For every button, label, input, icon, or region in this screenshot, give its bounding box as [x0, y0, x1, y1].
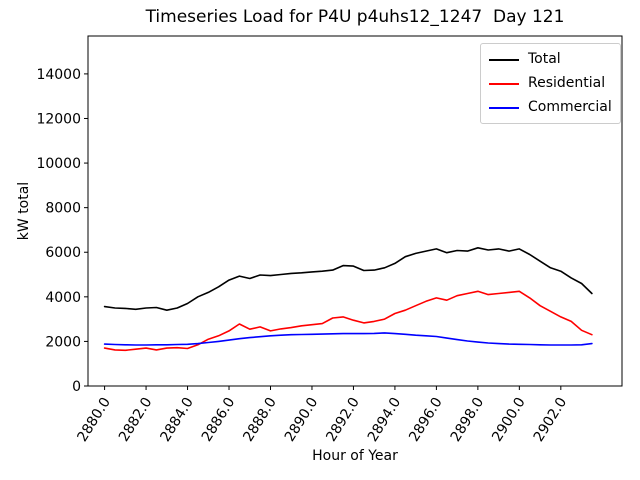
y-tick-label: 10000 [36, 156, 81, 172]
legend: Total Residential Commercial [480, 43, 621, 124]
legend-item-commercial: Commercial [489, 97, 612, 118]
legend-item-residential: Residential [489, 73, 612, 94]
y-tick-label: 12000 [36, 111, 81, 127]
x-axis-label: Hour of Year [312, 448, 398, 464]
x-tick-label: 2896.0 [406, 395, 446, 445]
x-tick-label: 2892.0 [323, 395, 363, 445]
x-tick-label: 2882.0 [116, 395, 156, 445]
x-tick-label: 2888.0 [240, 395, 280, 445]
series-line-residential [103, 290, 593, 352]
y-tick-label: 2000 [45, 334, 81, 350]
legend-item-total: Total [489, 49, 612, 70]
y-tick-label: 0 [72, 379, 81, 395]
x-tick-label: 2898.0 [448, 395, 488, 445]
legend-label-residential: Residential [528, 75, 606, 91]
legend-label-commercial: Commercial [528, 99, 612, 115]
y-tick-label: 4000 [45, 290, 81, 306]
x-tick-label: 2886.0 [199, 395, 239, 445]
legend-line-swatch-commercial [489, 106, 519, 109]
y-tick-label: 14000 [36, 67, 81, 83]
legend-label-total: Total [528, 51, 561, 67]
x-tick-label: 2902.0 [531, 395, 571, 445]
y-tick-label: 8000 [45, 201, 81, 217]
series-line-total [103, 247, 593, 312]
x-tick-label: 2900.0 [489, 395, 529, 445]
y-axis-label: kW total [16, 181, 32, 241]
x-tick-label: 2890.0 [282, 395, 322, 445]
legend-line-swatch-total [489, 58, 519, 61]
x-tick-label: 2894.0 [365, 395, 405, 445]
legend-line-swatch-residential [489, 82, 519, 85]
series-line-commercial [103, 332, 593, 346]
chart-title: Timeseries Load for P4U p4uhs12_1247 Day… [145, 7, 565, 27]
x-tick-label: 2880.0 [74, 395, 114, 445]
x-tick-label: 2884.0 [157, 395, 197, 445]
plot-border [87, 35, 623, 387]
y-tick-label: 6000 [45, 245, 81, 261]
